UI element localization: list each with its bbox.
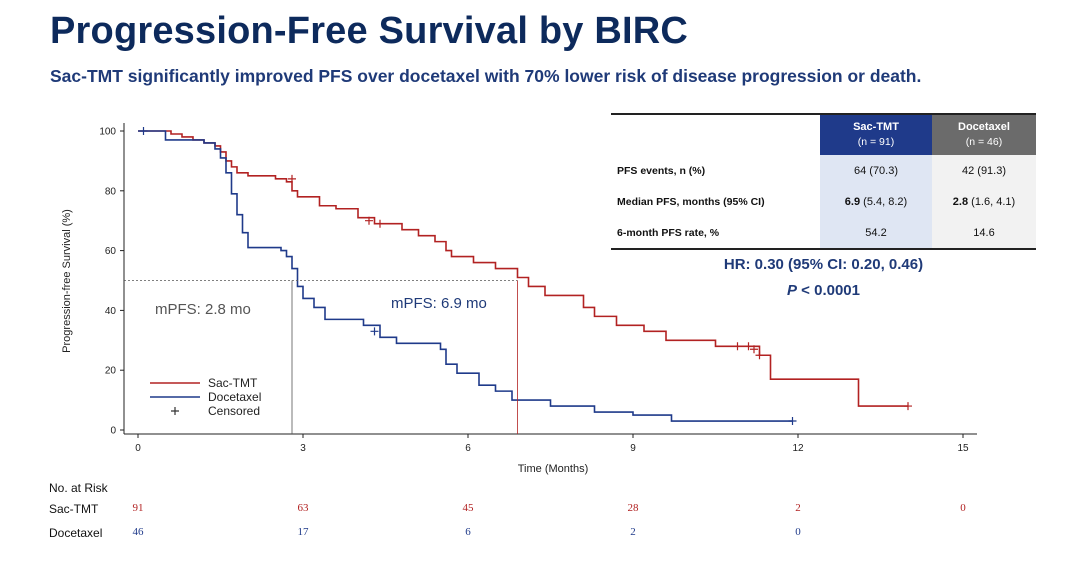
risk-value: 28 bbox=[627, 502, 639, 514]
cell-sac: 54.2 bbox=[820, 217, 932, 250]
y-tick-label: 60 bbox=[105, 246, 117, 257]
legend-doc-label: Docetaxel bbox=[208, 390, 261, 404]
cell-doc-median: 2.8 bbox=[952, 195, 969, 208]
table-row: 6-month PFS rate, % 54.2 14.6 bbox=[611, 217, 1036, 250]
cell-doc: 14.6 bbox=[932, 217, 1036, 250]
table-row: PFS events, n (%) 64 (70.3) 42 (91.3) bbox=[611, 155, 1036, 186]
risk-value: 2 bbox=[630, 526, 636, 538]
p-value: P < 0.0001 bbox=[611, 282, 1036, 299]
legend-sac-label: Sac-TMT bbox=[208, 376, 258, 390]
y-tick-label: 80 bbox=[105, 186, 117, 197]
censor-mark bbox=[376, 219, 384, 228]
x-tick-label: 15 bbox=[957, 443, 969, 454]
slide-subtitle: Sac-TMT significantly improved PFS over … bbox=[50, 66, 922, 86]
censor-mark bbox=[733, 342, 742, 351]
censor-mark bbox=[904, 402, 912, 411]
doc-col-name: Docetaxel bbox=[958, 121, 1010, 133]
risk-value: 45 bbox=[462, 502, 474, 514]
censor-mark bbox=[370, 327, 379, 336]
censor-mark bbox=[744, 342, 753, 351]
risk-row-label-sac: Sac-TMT bbox=[49, 502, 99, 516]
censor-mark bbox=[750, 345, 758, 354]
sac-col-name: Sac-TMT bbox=[853, 121, 899, 133]
pfs-summary-table: Sac-TMT (n = 91) Docetaxel (n = 46) PFS … bbox=[611, 113, 1036, 250]
y-axis-title: Progression-free Survival (%) bbox=[61, 209, 73, 353]
cell-doc-ci: (1.6, 4.1) bbox=[971, 195, 1016, 208]
sac-col-n: (n = 91) bbox=[857, 136, 895, 148]
risk-value: 63 bbox=[297, 502, 309, 514]
censor-mark bbox=[139, 127, 148, 135]
y-tick-label: 100 bbox=[99, 127, 116, 138]
hazard-ratio: HR: 0.30 (95% CI: 0.20, 0.46) bbox=[723, 256, 924, 273]
risk-value: 46 bbox=[132, 526, 144, 538]
cell-sac-median: 6.9 bbox=[844, 195, 861, 208]
legend-censored-label: Censored bbox=[208, 404, 260, 418]
x-tick-label: 6 bbox=[465, 443, 471, 454]
risk-value: 6 bbox=[465, 526, 471, 538]
sac-median-label: mPFS: 6.9 mo bbox=[391, 295, 487, 312]
censor-mark bbox=[365, 216, 373, 225]
cell-sac: 64 (70.3) bbox=[820, 155, 932, 186]
x-tick-label: 12 bbox=[792, 443, 804, 454]
censor-mark bbox=[755, 351, 764, 360]
risk-value: 17 bbox=[297, 526, 309, 538]
cell-sac: 6.9 (5.4, 8.2) bbox=[820, 186, 932, 217]
x-tick-label: 0 bbox=[135, 443, 141, 454]
km-curve-sac-tmt bbox=[138, 130, 908, 407]
risk-row-label-doc: Docetaxel bbox=[49, 526, 103, 540]
p-value-text: < 0.0001 bbox=[797, 282, 860, 299]
cell-doc: 42 (91.3) bbox=[932, 155, 1036, 186]
cell-sac-ci: (5.4, 8.2) bbox=[863, 195, 908, 208]
x-axis-title: Time (Months) bbox=[518, 463, 589, 475]
km-curve-docetaxel bbox=[138, 130, 793, 422]
row-label: Median PFS, months (95% CI) bbox=[617, 195, 765, 208]
y-tick-label: 20 bbox=[105, 366, 117, 377]
cell-doc: 2.8 (1.6, 4.1) bbox=[932, 186, 1036, 217]
risk-value: 0 bbox=[795, 526, 801, 538]
row-label: PFS events, n (%) bbox=[617, 164, 706, 177]
slide-title: Progression-Free Survival by BIRC bbox=[50, 10, 689, 52]
censor-mark bbox=[288, 174, 296, 183]
risk-value: 91 bbox=[132, 502, 144, 514]
table-header-sac: Sac-TMT (n = 91) bbox=[820, 113, 932, 155]
risk-value: 2 bbox=[795, 502, 801, 514]
table-row: Median PFS, months (95% CI) 6.9 (5.4, 8.… bbox=[611, 186, 1036, 217]
row-label: 6-month PFS rate, % bbox=[611, 217, 820, 250]
y-tick-label: 0 bbox=[110, 426, 116, 437]
y-tick-label: 40 bbox=[105, 306, 117, 317]
p-symbol: P bbox=[787, 282, 798, 299]
doc-col-n: (n = 46) bbox=[965, 136, 1003, 148]
table-header-doc: Docetaxel (n = 46) bbox=[932, 113, 1036, 155]
plus-icon bbox=[171, 407, 179, 415]
risk-table-title: No. at Risk bbox=[49, 481, 108, 495]
censor-mark bbox=[788, 417, 797, 426]
doc-median-label: mPFS: 2.8 mo bbox=[155, 301, 251, 318]
table-header-blank bbox=[611, 113, 820, 155]
x-tick-label: 9 bbox=[630, 443, 636, 454]
x-tick-label: 3 bbox=[300, 443, 306, 454]
risk-value: 0 bbox=[960, 502, 966, 514]
